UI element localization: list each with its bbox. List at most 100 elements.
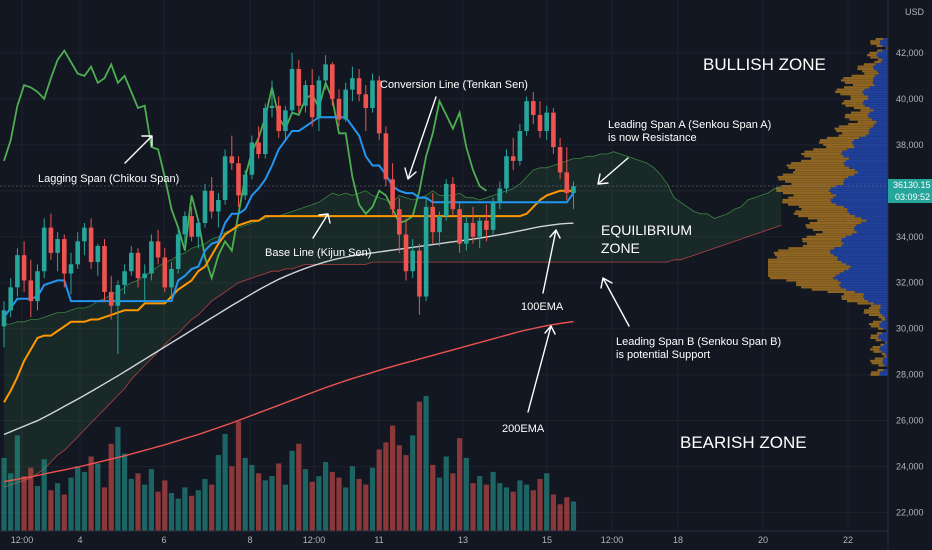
candle[interactable] xyxy=(343,82,348,122)
candle[interactable] xyxy=(15,248,20,297)
candle[interactable] xyxy=(35,264,40,311)
candle[interactable] xyxy=(350,66,355,102)
candle[interactable] xyxy=(383,126,389,187)
candle[interactable] xyxy=(370,73,375,113)
candle-body xyxy=(15,255,20,288)
candle[interactable] xyxy=(303,80,308,113)
candle[interactable] xyxy=(537,101,543,138)
candle[interactable] xyxy=(517,124,523,166)
candle[interactable] xyxy=(149,234,154,281)
candle[interactable] xyxy=(222,149,228,205)
candle[interactable] xyxy=(249,135,255,180)
candle[interactable] xyxy=(564,147,570,200)
candle[interactable] xyxy=(490,197,496,235)
candle[interactable] xyxy=(283,105,288,141)
candle[interactable] xyxy=(484,204,489,242)
volume-profile-up-row xyxy=(857,171,888,174)
candle[interactable] xyxy=(82,222,87,256)
volume-bar xyxy=(564,497,570,531)
volume-profile-up-row xyxy=(867,113,888,117)
volume-profile-down-row xyxy=(798,205,844,208)
candlesticks[interactable] xyxy=(1,52,576,354)
candle[interactable] xyxy=(242,170,248,200)
candle[interactable] xyxy=(557,137,563,180)
candle[interactable] xyxy=(457,202,462,253)
candle[interactable] xyxy=(129,245,134,276)
volume-profile-up-row xyxy=(868,95,888,98)
candle[interactable] xyxy=(464,216,469,251)
candle[interactable] xyxy=(510,137,516,171)
candle[interactable] xyxy=(142,264,147,302)
candle[interactable] xyxy=(28,259,34,318)
candle[interactable] xyxy=(504,149,509,194)
candle[interactable] xyxy=(276,96,281,138)
candle[interactable] xyxy=(477,216,482,249)
candle[interactable] xyxy=(531,91,536,125)
candle[interactable] xyxy=(41,218,47,279)
candle[interactable] xyxy=(75,232,80,269)
candle[interactable] xyxy=(1,301,7,348)
candle[interactable] xyxy=(390,163,395,217)
candle[interactable] xyxy=(497,181,503,210)
candle[interactable] xyxy=(62,234,67,288)
candle[interactable] xyxy=(55,232,60,272)
candle[interactable] xyxy=(524,96,529,136)
candle[interactable] xyxy=(115,280,121,354)
candle[interactable] xyxy=(256,126,261,159)
candle[interactable] xyxy=(269,80,275,118)
candle[interactable] xyxy=(216,193,221,228)
candle[interactable] xyxy=(443,179,449,221)
candle[interactable] xyxy=(202,183,208,228)
candle[interactable] xyxy=(209,177,214,219)
candle[interactable] xyxy=(88,218,94,269)
volume-profile-down-row xyxy=(870,56,879,59)
candle[interactable] xyxy=(544,105,549,141)
candle[interactable] xyxy=(162,248,168,292)
candle[interactable] xyxy=(263,103,268,159)
candle[interactable] xyxy=(196,218,201,249)
candle[interactable] xyxy=(229,135,235,171)
candle[interactable] xyxy=(102,239,107,302)
candle[interactable] xyxy=(296,59,302,113)
candle-body xyxy=(276,105,281,132)
candle[interactable] xyxy=(8,278,13,318)
candle[interactable] xyxy=(336,89,342,127)
candle[interactable] xyxy=(236,156,241,207)
candle[interactable] xyxy=(397,197,402,253)
candle[interactable] xyxy=(376,75,382,141)
candle[interactable] xyxy=(323,55,328,90)
candle[interactable] xyxy=(155,229,161,265)
candle[interactable] xyxy=(309,68,315,127)
candle[interactable] xyxy=(330,62,335,106)
candle-body xyxy=(1,310,7,327)
candle[interactable] xyxy=(122,264,127,295)
candle[interactable] xyxy=(175,229,181,274)
candle[interactable] xyxy=(95,243,101,276)
candle[interactable] xyxy=(363,85,369,132)
candle[interactable] xyxy=(108,275,114,320)
time-axis[interactable]: 12:00 4 6 8 12:00 11 13 15 12:00 18 20 22 xyxy=(0,530,888,545)
candle[interactable] xyxy=(289,52,295,115)
candle[interactable] xyxy=(430,193,436,244)
candle[interactable] xyxy=(437,211,442,246)
candle[interactable] xyxy=(423,197,429,302)
candle[interactable] xyxy=(356,68,362,102)
candle[interactable] xyxy=(450,177,456,217)
candle[interactable] xyxy=(182,211,188,246)
candle[interactable] xyxy=(21,241,27,292)
candle[interactable] xyxy=(189,206,194,242)
candle[interactable] xyxy=(417,243,422,315)
candle[interactable] xyxy=(48,213,54,260)
candle[interactable] xyxy=(135,248,141,288)
volume-profile-down-row xyxy=(801,208,848,211)
candle[interactable] xyxy=(169,262,174,297)
candle[interactable] xyxy=(68,252,74,295)
candle[interactable] xyxy=(551,108,556,155)
volume-profile-up-row xyxy=(878,334,888,337)
volume-bar xyxy=(470,483,476,531)
candle[interactable] xyxy=(410,239,415,279)
candle[interactable] xyxy=(403,218,409,281)
candle[interactable] xyxy=(470,206,476,244)
candle[interactable] xyxy=(316,75,322,132)
